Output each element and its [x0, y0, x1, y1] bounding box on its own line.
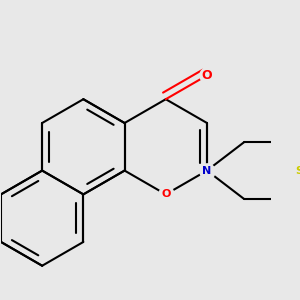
Text: S: S — [296, 166, 300, 176]
Text: O: O — [161, 189, 170, 200]
Text: O: O — [202, 69, 212, 82]
Text: N: N — [202, 166, 211, 176]
